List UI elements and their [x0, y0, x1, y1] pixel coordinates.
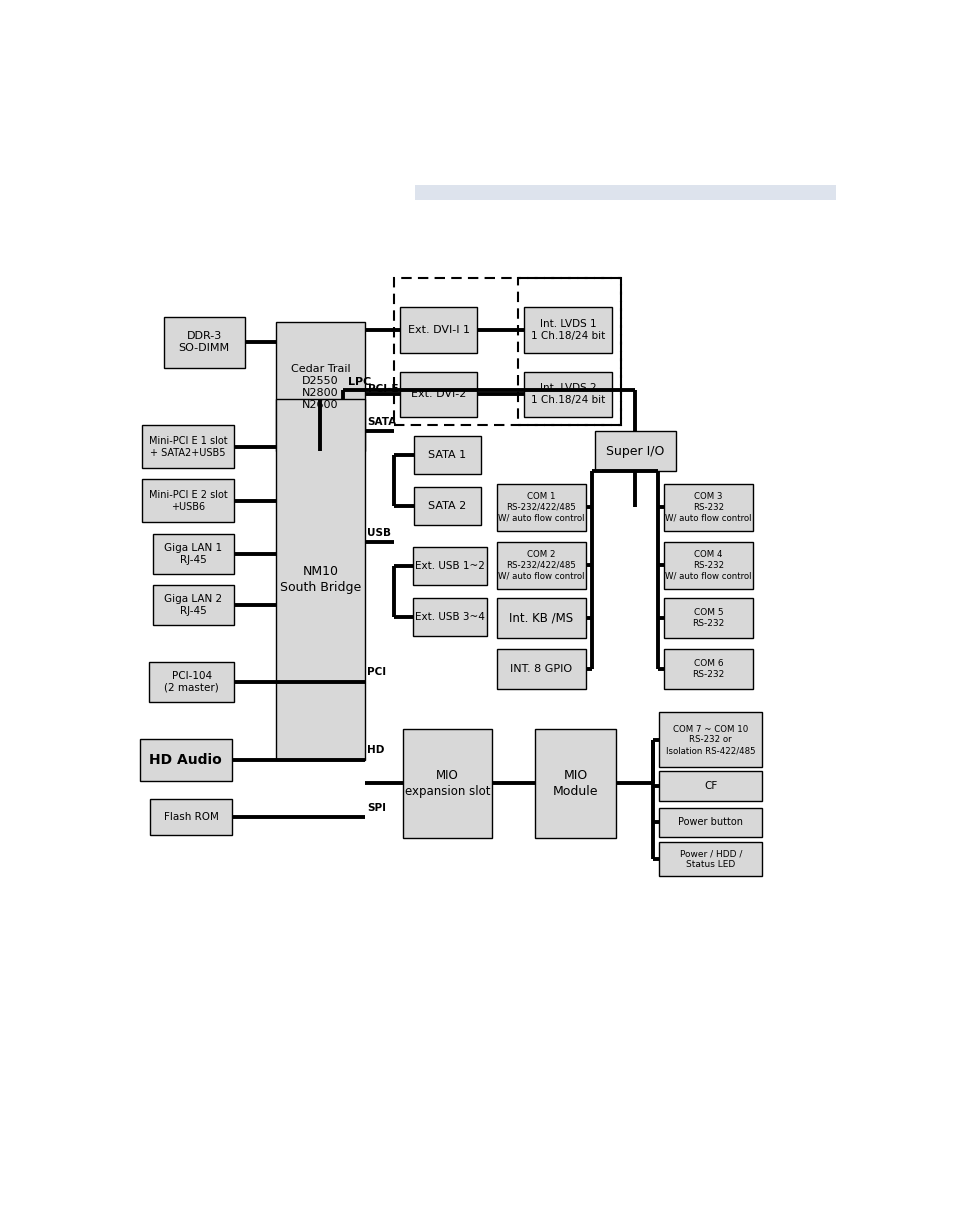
FancyBboxPatch shape [413, 547, 486, 585]
FancyBboxPatch shape [139, 739, 232, 781]
Text: NM10
South Bridge: NM10 South Bridge [279, 565, 360, 594]
FancyBboxPatch shape [275, 399, 364, 760]
FancyBboxPatch shape [152, 585, 233, 625]
FancyBboxPatch shape [497, 649, 585, 689]
Text: INT. 8 GPIO: INT. 8 GPIO [510, 664, 572, 674]
Text: USB: USB [367, 527, 391, 537]
FancyBboxPatch shape [152, 533, 233, 574]
Text: HD Audio: HD Audio [150, 753, 222, 766]
FancyBboxPatch shape [151, 798, 232, 834]
FancyBboxPatch shape [659, 771, 761, 802]
Text: Power / HDD /
Status LED: Power / HDD / Status LED [679, 849, 741, 870]
Text: Ext. DVI-2: Ext. DVI-2 [411, 389, 466, 399]
FancyBboxPatch shape [659, 843, 761, 876]
FancyBboxPatch shape [399, 372, 476, 418]
Text: MIO
expansion slot: MIO expansion slot [404, 769, 490, 797]
FancyBboxPatch shape [142, 425, 234, 468]
Text: COM 5
RS-232: COM 5 RS-232 [692, 609, 724, 628]
FancyBboxPatch shape [523, 307, 612, 352]
Text: COM 2
RS-232/422/485
W/ auto flow control: COM 2 RS-232/422/485 W/ auto flow contro… [497, 549, 584, 580]
Text: Mini-PCI E 1 slot
+ SATA2+USB5: Mini-PCI E 1 slot + SATA2+USB5 [149, 436, 227, 457]
FancyBboxPatch shape [663, 599, 752, 638]
Text: Cedar Trail
D2550
N2800
N2600: Cedar Trail D2550 N2800 N2600 [291, 363, 350, 410]
Text: Int. LVDS 2
1 Ch.18/24 bit: Int. LVDS 2 1 Ch.18/24 bit [531, 383, 604, 405]
FancyBboxPatch shape [497, 542, 585, 589]
Text: LPC: LPC [348, 377, 372, 387]
Text: COM 1
RS-232/422/485
W/ auto flow control: COM 1 RS-232/422/485 W/ auto flow contro… [497, 492, 584, 522]
FancyBboxPatch shape [413, 599, 486, 637]
FancyBboxPatch shape [164, 317, 245, 368]
Text: SATA: SATA [367, 416, 395, 426]
FancyBboxPatch shape [414, 488, 480, 525]
FancyBboxPatch shape [403, 729, 492, 838]
FancyBboxPatch shape [663, 649, 752, 689]
Text: SATA 1: SATA 1 [428, 450, 466, 461]
Text: COM 3
RS-232
W/ auto flow control: COM 3 RS-232 W/ auto flow control [664, 492, 751, 522]
FancyBboxPatch shape [594, 431, 676, 472]
Text: COM 6
RS-232: COM 6 RS-232 [692, 659, 724, 679]
Text: Mini-PCI E 2 slot
+USB6: Mini-PCI E 2 slot +USB6 [149, 490, 227, 511]
FancyBboxPatch shape [149, 662, 234, 702]
FancyBboxPatch shape [414, 436, 480, 474]
FancyBboxPatch shape [659, 808, 761, 837]
Text: Ext. USB 3~4: Ext. USB 3~4 [415, 612, 484, 622]
FancyBboxPatch shape [535, 729, 616, 838]
Text: COM 7 ~ COM 10
RS-232 or
Isolation RS-422/485: COM 7 ~ COM 10 RS-232 or Isolation RS-42… [665, 724, 755, 755]
Text: Ext. USB 1~2: Ext. USB 1~2 [415, 562, 484, 572]
Text: Flash ROM: Flash ROM [163, 812, 218, 822]
Text: SATA 2: SATA 2 [428, 501, 466, 511]
FancyBboxPatch shape [415, 185, 836, 200]
Text: Int. LVDS 1
1 Ch.18/24 bit: Int. LVDS 1 1 Ch.18/24 bit [531, 319, 604, 341]
FancyBboxPatch shape [663, 484, 752, 531]
Text: Giga LAN 2
RJ-45: Giga LAN 2 RJ-45 [164, 594, 222, 616]
FancyBboxPatch shape [399, 307, 476, 352]
Text: Super I/O: Super I/O [605, 445, 664, 458]
Text: PCI-E: PCI-E [367, 384, 397, 394]
FancyBboxPatch shape [497, 484, 585, 531]
Text: Power button: Power button [678, 817, 742, 828]
FancyBboxPatch shape [142, 479, 234, 522]
Text: Int. KB /MS: Int. KB /MS [509, 612, 573, 625]
Text: CF: CF [703, 781, 717, 791]
Text: SPI: SPI [367, 803, 386, 813]
Text: DDR-3
SO-DIMM: DDR-3 SO-DIMM [178, 331, 230, 354]
Text: Ext. DVI-I 1: Ext. DVI-I 1 [407, 325, 469, 335]
Text: Giga LAN 1
RJ-45: Giga LAN 1 RJ-45 [164, 543, 222, 564]
Text: PCI: PCI [367, 668, 386, 678]
FancyBboxPatch shape [663, 542, 752, 589]
FancyBboxPatch shape [497, 599, 585, 638]
Text: COM 4
RS-232
W/ auto flow control: COM 4 RS-232 W/ auto flow control [664, 549, 751, 580]
FancyBboxPatch shape [275, 323, 364, 451]
Text: MIO
Module: MIO Module [552, 769, 598, 797]
Text: HD: HD [367, 745, 384, 755]
Text: PCI-104
(2 master): PCI-104 (2 master) [164, 671, 219, 692]
FancyBboxPatch shape [659, 712, 761, 768]
FancyBboxPatch shape [523, 372, 612, 418]
